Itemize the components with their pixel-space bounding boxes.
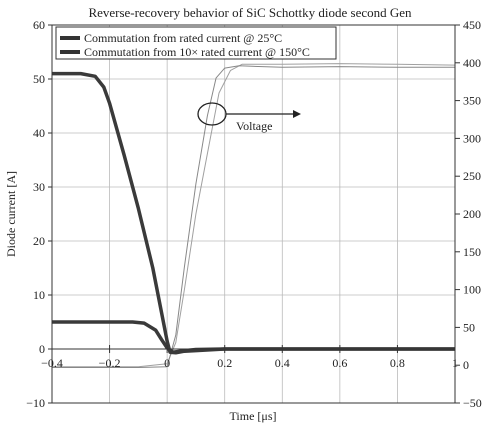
series-line-1 <box>52 71 455 355</box>
series-line-2 <box>52 65 455 368</box>
y-tick-label: 20 <box>33 234 45 248</box>
x-tick-label: 0 <box>164 356 170 370</box>
voltage-annotation: Voltage <box>197 102 301 133</box>
legend-label-rated: Commutation from rated current @ 25°C <box>84 31 282 45</box>
chart-title: Reverse-recovery behavior of SiC Schottk… <box>88 5 412 20</box>
x-tick-label: 0.6 <box>332 356 347 370</box>
y2-tick-label: 450 <box>463 18 481 32</box>
voltage-annotation-ellipse <box>197 102 227 126</box>
x-tick-label: −0.2 <box>99 356 121 370</box>
x-tick-label: 0.4 <box>275 356 290 370</box>
y2-tick-label: 350 <box>463 94 481 108</box>
gridlines <box>51 24 456 404</box>
y-tick-label: 10 <box>33 288 45 302</box>
voltage-annotation-arrowhead <box>293 110 301 118</box>
y2-tick-label: 200 <box>463 207 481 221</box>
y2-tick-label: −50 <box>463 396 482 410</box>
x-tick-label: 0.2 <box>217 356 232 370</box>
legend-box <box>55 26 337 60</box>
y-axis-title: Diode current [A] <box>4 171 18 257</box>
axes: −10 0 10 20 30 40 50 60 −0.4 −0.2 0 0.2 0.4 0.6 0.8 1 −5… <box>26 18 482 410</box>
y-tick-label: −10 <box>26 396 45 410</box>
x-axis-title: Time [μs] <box>230 409 277 423</box>
y-tick-label: 50 <box>33 72 45 86</box>
y-tick-label: 40 <box>33 126 45 140</box>
y2-tick-label: 250 <box>463 169 481 183</box>
x-tick-label: 1 <box>452 356 458 370</box>
series-layer <box>52 63 456 368</box>
y2-tick-label: 0 <box>463 358 469 372</box>
legend-label-10x: Commutation from 10× rated current @ 150… <box>84 45 310 59</box>
y2-tick-label: 150 <box>463 245 481 259</box>
y2-tick-label: 300 <box>463 131 481 145</box>
y-tick-label: 60 <box>33 18 45 32</box>
y2-tick-label: 100 <box>463 283 481 297</box>
y2-tick-label: 50 <box>463 320 475 334</box>
y2-tick-label: 400 <box>463 56 481 70</box>
plot-frame <box>51 24 456 404</box>
y-tick-label: 30 <box>33 180 45 194</box>
voltage-annotation-label: Voltage <box>236 119 272 133</box>
x-tick-label: 0.8 <box>390 356 405 370</box>
legend: Commutation from rated current @ 25°C Co… <box>55 26 337 60</box>
x-tick-label: −0.4 <box>41 356 63 370</box>
y-tick-label: 0 <box>39 342 45 356</box>
